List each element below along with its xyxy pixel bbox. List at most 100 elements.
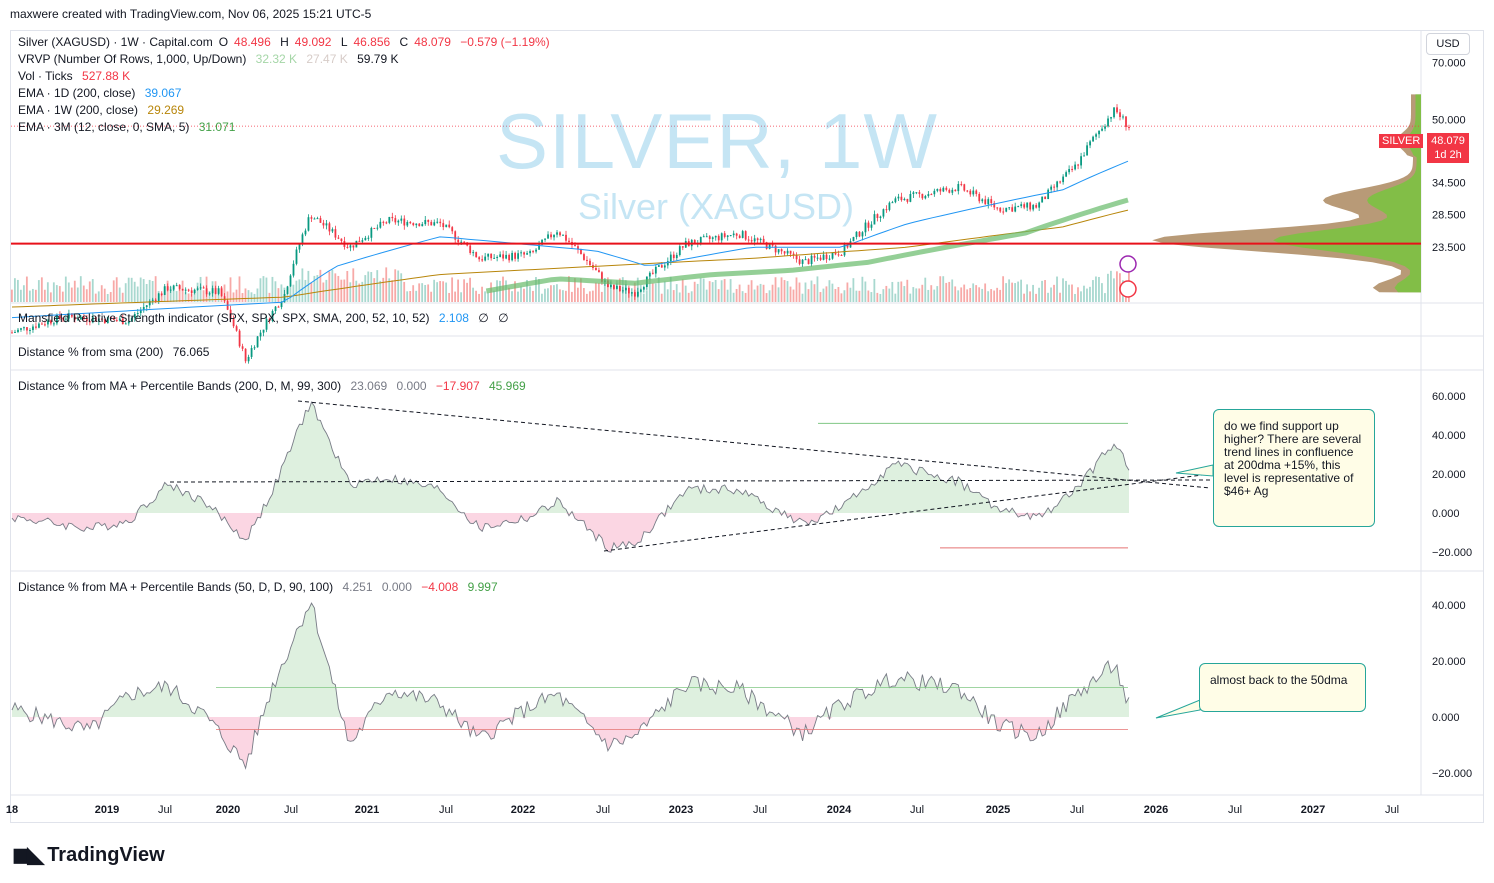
- candle-body: [885, 209, 888, 211]
- volume-bar: [714, 280, 717, 302]
- volume-bar: [415, 290, 418, 302]
- mansfield-legend[interactable]: Mansfield Relative Strength indicator (S…: [18, 311, 509, 325]
- note-50dma[interactable]: almost back to the 50dma: [1199, 663, 1366, 712]
- volume-bar: [909, 293, 912, 302]
- candle-body: [65, 318, 67, 320]
- bar-countdown: 1d 2h: [1434, 149, 1462, 161]
- volume-bar: [777, 287, 780, 302]
- volume-bar: [591, 290, 594, 302]
- candle-body: [247, 356, 250, 362]
- currency-button[interactable]: USD: [1426, 33, 1470, 55]
- volume-bar: [85, 289, 88, 302]
- candle-body: [14, 331, 16, 333]
- candle-body: [699, 236, 702, 244]
- candle-body: [463, 241, 466, 243]
- volume-bar: [840, 293, 843, 302]
- volume-bar: [145, 284, 148, 302]
- volume-bar: [433, 279, 436, 302]
- candle-body: [744, 231, 747, 240]
- volume-bar: [1002, 276, 1005, 302]
- volume-bar: [600, 291, 603, 302]
- volume-bar: [939, 276, 942, 302]
- candle-body: [541, 239, 543, 245]
- volume-bar: [663, 281, 666, 302]
- volume-bar: [547, 288, 549, 302]
- volume-bar: [1026, 284, 1028, 302]
- candle-body: [1035, 205, 1038, 208]
- candle-body: [163, 286, 166, 295]
- candle-body: [891, 202, 894, 204]
- volume-bar: [936, 286, 939, 302]
- candle-body: [1041, 196, 1044, 203]
- volume-bar: [810, 280, 813, 302]
- dist-sma-legend[interactable]: Distance % from sma (200) 76.065: [18, 345, 210, 359]
- candle-body: [798, 259, 801, 264]
- candle-body: [942, 187, 945, 192]
- volume-bar: [331, 269, 334, 302]
- candle-body: [1101, 128, 1103, 131]
- volume-bar: [508, 287, 510, 302]
- candle-body: [271, 310, 274, 321]
- volume-bar: [103, 288, 106, 302]
- candle-body: [235, 326, 238, 331]
- volume-bar: [690, 291, 693, 302]
- candle-body: [367, 237, 370, 239]
- volume-bar: [1056, 276, 1058, 302]
- candle-body: [1011, 207, 1014, 212]
- volume-bar: [852, 278, 855, 302]
- candle-body: [732, 233, 735, 236]
- volume-bar: [100, 285, 103, 302]
- candle-body: [484, 256, 487, 261]
- candle-body: [1050, 186, 1053, 190]
- volume-bar: [1020, 279, 1022, 302]
- indicator-ema-1d[interactable]: EMA · 1D (200, close) 39.067: [18, 86, 182, 100]
- dist-50-legend[interactable]: Distance % from MA + Percentile Bands (5…: [18, 580, 498, 594]
- dist50-tick-label: 20.000: [1432, 656, 1466, 668]
- volume-bar: [121, 292, 124, 302]
- volume-bar: [972, 283, 975, 302]
- candle-body: [232, 319, 235, 327]
- dist50-tick-label: −20.000: [1432, 768, 1472, 780]
- volume-bar: [88, 281, 91, 302]
- candle-body: [433, 222, 436, 226]
- indicator-ema-3m[interactable]: EMA · 3M (12, close, 0, SMA, 5) 31.071: [18, 120, 236, 134]
- candle-body: [472, 252, 475, 254]
- note-support[interactable]: do we find support up higher? There are …: [1213, 409, 1375, 527]
- indicator-ema-1w[interactable]: EMA · 1W (200, close) 29.269: [18, 103, 185, 117]
- candle-body: [50, 320, 52, 324]
- volume-bar: [529, 286, 531, 302]
- volume-bar: [723, 279, 726, 302]
- candle-body: [334, 229, 337, 238]
- volume-bar: [1101, 283, 1103, 302]
- candle-body: [352, 245, 355, 248]
- volume-bar: [987, 291, 990, 302]
- candle-body: [1062, 176, 1065, 183]
- candle-body: [930, 194, 933, 196]
- volume-bar: [597, 283, 600, 302]
- volume-bar: [831, 283, 834, 302]
- dist-200-legend[interactable]: Distance % from MA + Percentile Bands (2…: [18, 379, 526, 393]
- candle-body: [523, 252, 525, 255]
- candle-body: [535, 249, 537, 252]
- volume-bar: [424, 284, 427, 302]
- volume-bar: [52, 282, 55, 302]
- indicator-volume[interactable]: Vol · Ticks 527.88 K: [18, 69, 131, 83]
- volume-bar: [343, 279, 346, 302]
- volume-bar: [1047, 292, 1049, 302]
- time-axis-label: 2023: [669, 804, 693, 816]
- candle-body: [765, 242, 768, 249]
- candle-body: [358, 240, 361, 242]
- candle-body: [196, 288, 199, 290]
- volume-bar: [493, 290, 495, 302]
- candle-body: [289, 275, 292, 287]
- dist200-tick-label: 60.000: [1432, 391, 1466, 403]
- candle-body: [831, 252, 834, 259]
- volume-bar: [463, 279, 465, 302]
- price-tick-label: 23.500: [1432, 242, 1466, 254]
- volume-bar: [675, 284, 678, 302]
- volume-bar: [921, 284, 924, 302]
- volume-bar: [1113, 278, 1115, 302]
- indicator-vrvp[interactable]: VRVP (Number Of Rows, 1,000, Up/Down) 32…: [18, 52, 399, 66]
- tradingview-logo[interactable]: ◼◣ TradingView: [12, 842, 165, 867]
- candle-body: [106, 317, 109, 324]
